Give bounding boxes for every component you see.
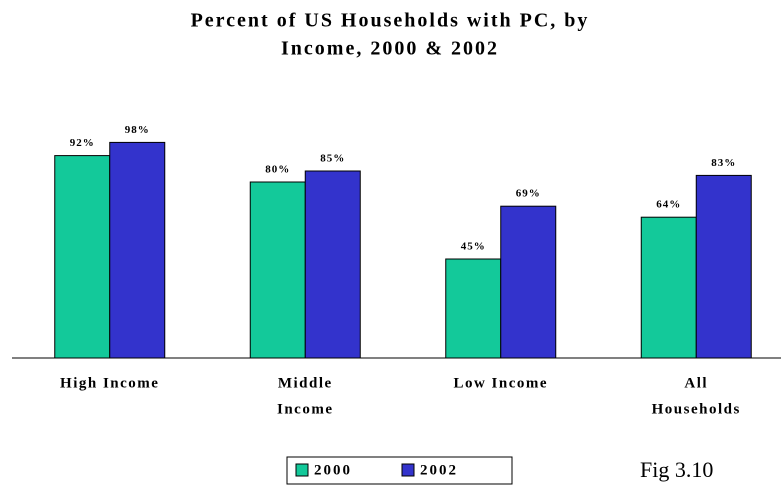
data-label: 98% (125, 124, 150, 136)
legend-label: 2002 (420, 462, 458, 478)
figure-label: Fig 3.10 (640, 457, 713, 482)
x-tick-label: Low Income (453, 375, 548, 391)
data-label: 69% (516, 188, 541, 200)
bar (695, 174, 752, 359)
bar (54, 155, 111, 359)
legend-swatch (295, 463, 309, 477)
data-label: 64% (656, 199, 681, 211)
bar (500, 205, 557, 359)
bar (109, 141, 166, 359)
data-label: 80% (265, 164, 290, 176)
chart-title: Percent of US Households with PC, by (191, 10, 590, 32)
x-tick-label: Income (277, 401, 334, 417)
x-tick-label: Middle (278, 375, 333, 391)
data-label: 83% (711, 157, 736, 169)
x-tick-label: High Income (60, 375, 159, 391)
x-tick-label: Households (652, 401, 741, 417)
bar (249, 181, 306, 359)
data-label: 85% (320, 153, 345, 165)
data-label: 92% (70, 137, 95, 149)
bar (304, 170, 361, 359)
legend-label: 2000 (314, 462, 352, 478)
legend-swatch (401, 463, 415, 477)
x-tick-label: All (684, 375, 708, 391)
bar (640, 216, 697, 359)
chart-title: Income, 2000 & 2002 (281, 38, 499, 60)
data-label: 45% (461, 241, 486, 253)
bar (445, 258, 502, 359)
legend-box (286, 456, 513, 485)
